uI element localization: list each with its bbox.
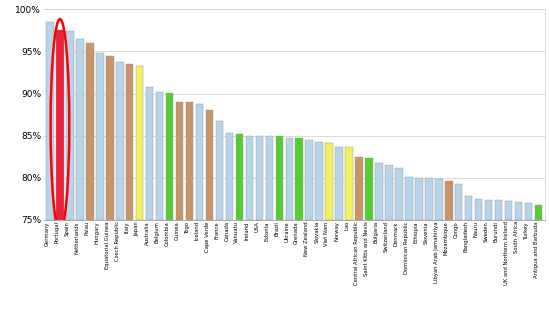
Bar (445, 181, 453, 220)
Bar (305, 140, 313, 220)
Bar (465, 196, 472, 220)
Bar (126, 64, 134, 220)
Bar (485, 200, 492, 220)
Bar (385, 165, 393, 220)
Bar (146, 87, 153, 220)
Bar (295, 138, 303, 220)
Bar (495, 200, 502, 220)
Bar (435, 179, 443, 220)
Bar (136, 66, 144, 220)
Bar (326, 143, 333, 220)
Bar (425, 178, 433, 220)
Bar (196, 104, 204, 220)
Bar (256, 136, 263, 220)
Bar (106, 56, 113, 220)
Bar (405, 177, 412, 220)
Bar (395, 168, 403, 220)
Bar (505, 201, 513, 220)
Bar (276, 137, 283, 220)
Bar (166, 93, 173, 220)
Bar (226, 133, 233, 220)
Bar (76, 39, 84, 220)
Bar (116, 62, 124, 220)
Bar (186, 102, 193, 220)
Bar (246, 136, 253, 220)
Bar (535, 205, 542, 220)
Bar (475, 199, 482, 220)
Bar (355, 157, 363, 220)
Bar (236, 134, 243, 220)
Bar (316, 142, 323, 220)
Bar (66, 31, 74, 220)
Bar (415, 178, 422, 220)
Bar (525, 203, 532, 220)
Bar (156, 92, 163, 220)
Bar (86, 43, 94, 220)
Bar (375, 163, 383, 220)
Bar (336, 147, 343, 220)
Bar (365, 158, 373, 220)
Bar (455, 184, 463, 220)
Bar (56, 30, 64, 220)
Bar (515, 202, 522, 220)
Bar (96, 53, 103, 220)
Bar (266, 136, 273, 220)
Bar (216, 121, 223, 220)
Bar (285, 138, 293, 220)
Bar (206, 111, 213, 220)
Bar (46, 22, 54, 220)
Bar (345, 148, 353, 220)
Bar (176, 102, 183, 220)
